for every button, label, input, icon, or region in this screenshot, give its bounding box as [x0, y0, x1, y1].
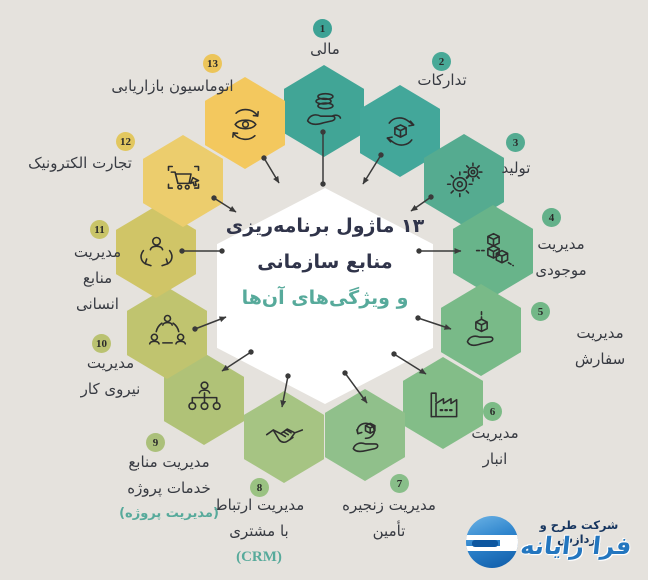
module-hexagon-financial [284, 65, 364, 157]
module-label-marketing-automation: اتوماسیون بازاریابی [111, 77, 234, 95]
module-hexagon-supply-chain [325, 389, 405, 481]
module-label-inventory: مدیریت موجودی [535, 235, 587, 279]
module-label-ecommerce: تجارت الکترونیک [28, 154, 132, 172]
brand-name: فرا رایانه [519, 532, 633, 560]
module-number-badge: 11 [90, 220, 109, 239]
module-number-badge: 13 [203, 54, 222, 73]
title-line-3: و ویژگی‌های آن‌ها [241, 287, 409, 309]
company-logo: شرکت طرح و پردازش فرا رایانه [462, 510, 642, 574]
coins-hand-icon [306, 92, 341, 125]
module-number-badge: 12 [116, 132, 135, 151]
module-label-production: تولید [501, 159, 531, 177]
globe-logo-icon [466, 516, 518, 568]
module-number-badge: 5 [531, 302, 550, 321]
module-number-badge: 9 [146, 433, 165, 452]
module-label-project-services: مدیریت منابع خدمات پروژه (مدیریت پروژه) [119, 453, 219, 521]
supply-chain-icon [352, 422, 378, 452]
hr-hands-icon [139, 236, 173, 266]
order-box-hand-icon [466, 310, 494, 346]
title-line-2: منابع سازمانی [257, 251, 393, 273]
module-label-order: مدیریت سفارش [574, 324, 626, 368]
handshake-icon [265, 427, 303, 443]
module-number-badge: 4 [542, 208, 561, 227]
warehouse-icon [430, 391, 457, 417]
module-number-badge: 6 [483, 402, 502, 421]
module-label-procurement: تدارکات [417, 71, 467, 89]
ecommerce-cart-icon [167, 165, 199, 190]
module-number-badge: 10 [92, 334, 111, 353]
module-label-workforce: مدیریت نیروی کار [80, 354, 141, 398]
module-label-financial: مالی [310, 40, 340, 58]
module-label-supply-chain: مدیریت زنجیره تأمین [342, 496, 436, 540]
company-tagline: شرکت طرح و پردازش [539, 518, 619, 546]
module-label-warehouse: مدیریت انبار [471, 424, 519, 468]
infographic-title: ۱۳ ماژول برنامه‌ریزی منابع سازمانی و ویژ… [203, 208, 447, 316]
module-hexagon-order [441, 284, 521, 376]
module-label-hr: مدیریت منابع انسانی [73, 243, 122, 313]
marketing-automation-icon [231, 108, 259, 140]
people-network-icon [148, 314, 186, 345]
org-chart-icon [187, 380, 221, 410]
module-label-crm: مدیریت ارتباط با مشتری (CRM) [213, 496, 305, 565]
module-hexagon-crm [244, 391, 324, 483]
title-line-1: ۱۳ ماژول برنامه‌ریزی [225, 215, 425, 237]
module-number-badge: 7 [390, 474, 409, 493]
hands-box-icon [386, 116, 414, 146]
module-number-badge: 3 [506, 133, 525, 152]
gears-icon [446, 161, 483, 197]
module-number-badge: 8 [250, 478, 269, 497]
inventory-cubes-icon [475, 232, 514, 266]
module-number-badge: 2 [432, 52, 451, 71]
module-number-badge: 1 [313, 19, 332, 38]
